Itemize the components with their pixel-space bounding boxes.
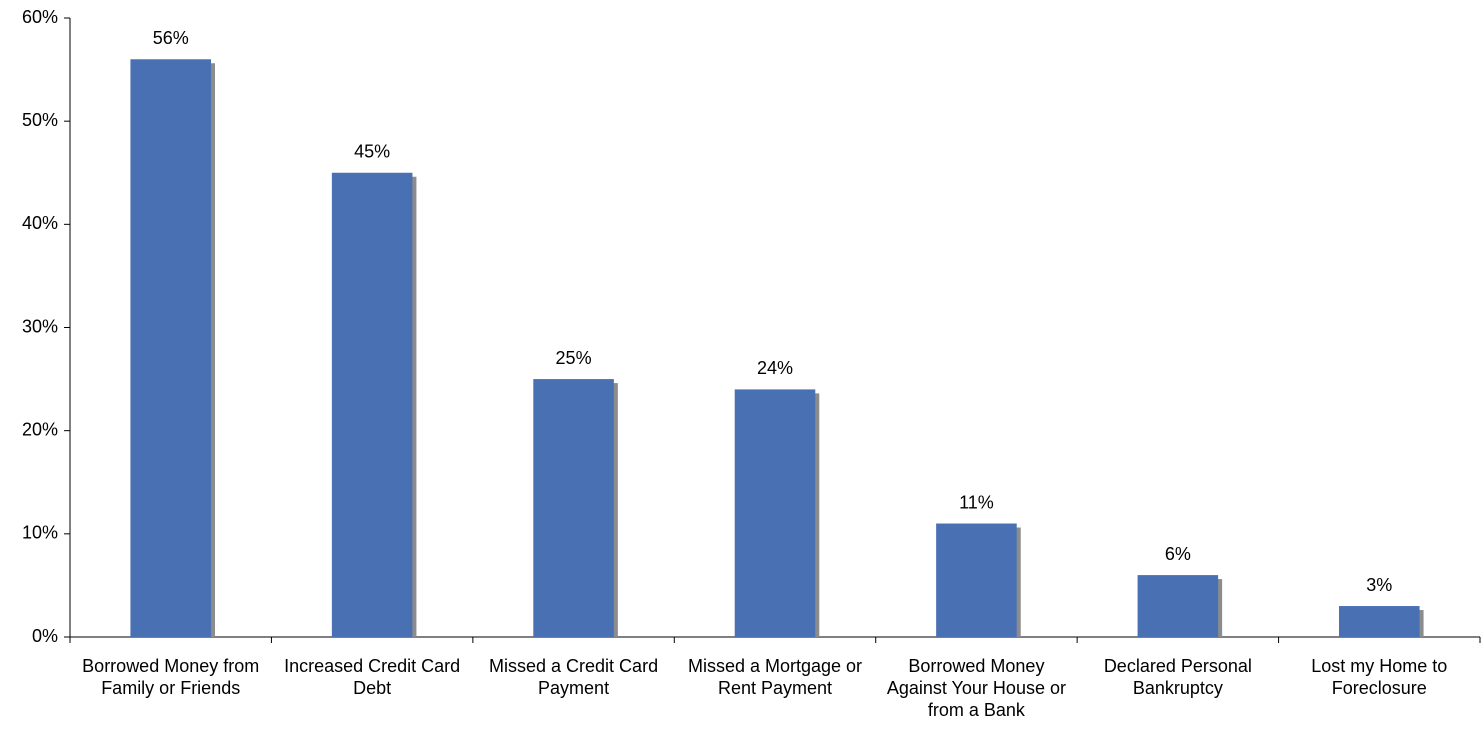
bar bbox=[1137, 575, 1219, 637]
bar bbox=[1339, 606, 1420, 637]
y-tick-label: 50% bbox=[22, 110, 58, 130]
y-tick-label: 30% bbox=[22, 316, 58, 336]
value-label: 25% bbox=[556, 348, 592, 368]
bar bbox=[130, 59, 211, 638]
x-tick-label: Borrowed Money from Family or Friends bbox=[82, 656, 260, 698]
bar bbox=[533, 379, 614, 637]
value-label: 56% bbox=[153, 28, 189, 48]
x-tick-label: Increased Credit Card Debt bbox=[284, 656, 461, 698]
y-tick-label: 60% bbox=[22, 7, 58, 27]
y-tick-label: 0% bbox=[32, 626, 58, 646]
y-tick-label: 20% bbox=[22, 419, 58, 439]
y-tick-label: 40% bbox=[22, 213, 58, 233]
x-tick-label: Missed a Mortgage or Rent Payment bbox=[687, 656, 863, 698]
bar bbox=[936, 523, 1017, 637]
bar bbox=[331, 172, 413, 637]
bar bbox=[734, 389, 816, 637]
x-tick-label: Declared Personal Bankruptcy bbox=[1103, 656, 1252, 698]
value-label: 6% bbox=[1165, 544, 1191, 564]
value-label: 3% bbox=[1366, 575, 1392, 595]
x-tick-label: Lost my Home to Foreclosure bbox=[1311, 656, 1448, 698]
value-label: 11% bbox=[959, 492, 994, 512]
y-tick-label: 10% bbox=[22, 523, 58, 543]
x-tick-label: Borrowed Money Against Your House or fro… bbox=[886, 656, 1066, 720]
value-label: 24% bbox=[757, 358, 793, 378]
value-label: 45% bbox=[354, 142, 390, 162]
x-tick-label: Missed a Credit Card Payment bbox=[489, 656, 659, 698]
